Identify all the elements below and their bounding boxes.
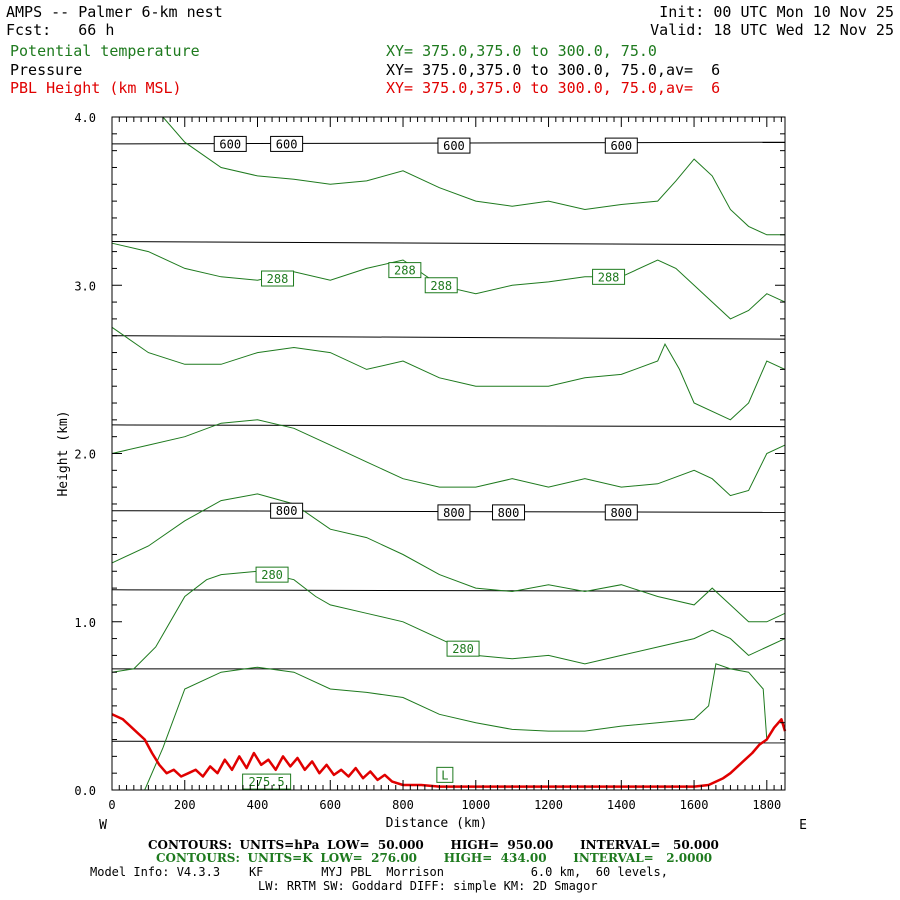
theta-label-1: 288 — [394, 264, 416, 278]
theta-contour-6 — [144, 663, 768, 791]
x-tick-label: 800 — [392, 798, 414, 812]
pressure-contour-750 — [111, 424, 786, 428]
pressure-label-4: 800 — [276, 504, 298, 518]
pressure-label-6: 800 — [498, 506, 520, 520]
forecast-hour: Fcst: 66 h — [6, 21, 115, 39]
footer-theta-contours: CONTOURS: UNITS=K LOW= 276.00 HIGH= 434.… — [156, 852, 712, 865]
pressure-label-2-box — [437, 137, 471, 154]
y-tick-label: 0.0 — [74, 784, 96, 798]
theta-label-3-box — [592, 268, 626, 285]
footer-pressure-contours: CONTOURS: UNITS=hPa LOW= 50.000 HIGH= 95… — [148, 839, 719, 852]
field-xy-pressure: XY= 375.0,375.0 to 300.0, 75.0,av= 6 — [386, 61, 721, 79]
x-tick-label: 1200 — [534, 798, 563, 812]
x-tick-label: 1000 — [461, 798, 490, 812]
valid-time: Valid: 18 UTC Wed 12 Nov 25 — [650, 21, 894, 39]
theta-label-0: 288 — [267, 272, 289, 286]
footer-pressure-interval: INTERVAL= 50.000 — [580, 838, 719, 852]
field-xy-theta: XY= 375.0,375.0 to 300.0, 75.0 — [386, 42, 657, 60]
pbl-height-line — [111, 713, 787, 788]
field-name-pbl: PBL Height (km MSL) — [10, 79, 182, 97]
footer-model-info-2: LW: RRTM SW: Goddard DIFF: simple KM: 2D… — [258, 879, 598, 893]
x-tick-label: 400 — [247, 798, 269, 812]
footer-theta-interval: INTERVAL= 2.0000 — [573, 851, 713, 865]
x-tick-label: 200 — [174, 798, 196, 812]
pressure-label-1: 600 — [276, 137, 298, 151]
theta-label-6-box — [242, 773, 292, 790]
theta-label-0-box — [261, 270, 295, 287]
footer-theta-units: UNITS=K — [247, 851, 313, 865]
pressure-contour-650 — [111, 241, 786, 246]
pressure-contour-700 — [111, 335, 786, 340]
pressure-label-7: 800 — [610, 506, 632, 520]
theta-label-5-box — [446, 640, 480, 657]
pressure-label-3: 600 — [610, 139, 632, 153]
x-tick-label: 1800 — [752, 798, 781, 812]
footer-theta-high: HIGH= 434.00 — [443, 851, 547, 865]
theta-contour-2 — [111, 326, 786, 421]
footer-theta-low: LOW= 276.00 — [320, 851, 418, 865]
pressure-label-7-box — [604, 504, 638, 521]
theta-label-4: 280 — [261, 568, 283, 582]
theta-label-5: 280 — [452, 642, 474, 656]
pressure-contour-950 — [111, 740, 786, 744]
footer-pressure-low: LOW= 50.000 — [327, 838, 424, 852]
x-axis-label: Distance (km) — [386, 816, 488, 831]
x-tick-label: 600 — [319, 798, 341, 812]
field-name-pressure: Pressure — [10, 61, 83, 79]
field-name-theta: Potential temperature — [10, 42, 200, 60]
pressure-label-5-box — [437, 504, 471, 521]
footer-pressure-units: UNITS=hPa — [239, 838, 320, 852]
theta-label-2-box — [424, 277, 458, 294]
pressure-label-1-box — [270, 135, 304, 152]
x-tick-label: 0 — [108, 798, 115, 812]
theta-contour-1 — [111, 242, 786, 320]
theta-contour-0 — [162, 116, 785, 236]
y-tick-label: 1.0 — [74, 616, 96, 630]
pressure-label-5: 800 — [443, 506, 465, 520]
footer-model-info: Model Info: V4.3.3 KF MYJ PBL Morrison 6… — [90, 865, 668, 879]
theta-label-4-box — [255, 566, 289, 583]
east-label: E — [799, 818, 807, 833]
pressure-label-4-box — [270, 502, 304, 519]
footer-pressure-high: HIGH= 950.00 — [450, 838, 554, 852]
theta-contour-4 — [111, 493, 786, 623]
y-tick-label: 3.0 — [74, 279, 96, 293]
plot-frame — [111, 116, 786, 791]
init-time: Init: 00 UTC Mon 10 Nov 25 — [659, 3, 894, 21]
pressure-label-0-box — [213, 135, 247, 152]
y-tick-label: 2.0 — [74, 448, 96, 462]
pressure-label-6-box — [492, 504, 526, 521]
field-xy-pbl: XY= 375.0,375.0 to 300.0, 75.0,av= 6 — [386, 79, 721, 97]
footer-pressure-label: CONTOURS: — [148, 838, 232, 852]
theta-contour-3 — [111, 419, 786, 497]
theta-label-1-box — [388, 262, 422, 279]
model-title: AMPS -- Palmer 6-km nest — [6, 3, 223, 21]
theta-label-7: L — [441, 768, 448, 782]
theta-label-3: 288 — [598, 270, 620, 284]
west-label: W — [99, 818, 107, 833]
x-tick-label: 1600 — [680, 798, 709, 812]
y-axis-label: Height (km) — [56, 410, 71, 496]
pressure-label-2: 600 — [443, 139, 465, 153]
theta-label-2: 288 — [430, 279, 452, 293]
y-tick-label: 4.0 — [74, 111, 96, 125]
footer-theta-label: CONTOURS: — [156, 851, 240, 865]
pressure-label-3-box — [604, 137, 638, 154]
x-tick-label: 1400 — [607, 798, 636, 812]
theta-contour-5 — [111, 570, 786, 673]
pressure-contour-850 — [111, 589, 786, 592]
pressure-label-0: 600 — [219, 137, 241, 151]
theta-label-7-box — [436, 766, 454, 783]
